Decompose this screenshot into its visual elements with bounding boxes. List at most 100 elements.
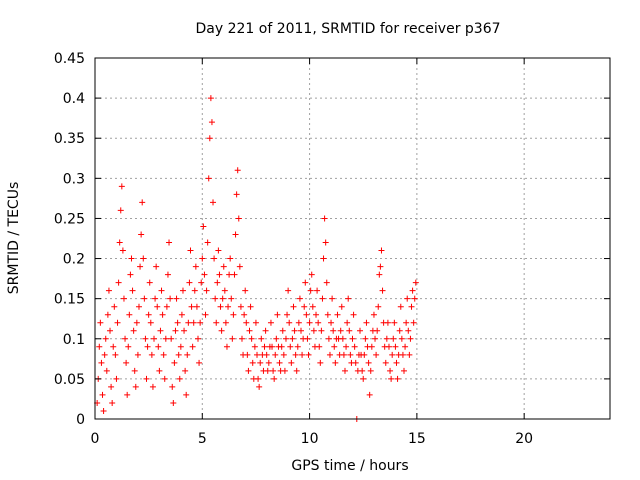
data-point xyxy=(343,343,350,350)
data-point xyxy=(157,327,164,334)
data-point xyxy=(339,335,346,342)
data-point xyxy=(375,303,382,310)
data-point xyxy=(270,367,277,374)
data-point xyxy=(338,303,345,310)
data-point xyxy=(143,375,150,382)
x-tick-label: 20 xyxy=(515,431,533,447)
data-point xyxy=(269,343,276,350)
data-point xyxy=(370,311,377,318)
data-point xyxy=(222,319,229,326)
data-point xyxy=(176,375,183,382)
data-point xyxy=(296,295,303,302)
data-point xyxy=(273,335,280,342)
data-point xyxy=(120,295,127,302)
data-point xyxy=(173,295,180,302)
data-point xyxy=(357,327,364,334)
data-point xyxy=(128,255,135,262)
plot-frame xyxy=(94,57,611,420)
data-point xyxy=(119,247,126,254)
data-point xyxy=(161,375,168,382)
data-point xyxy=(321,215,328,222)
data-point xyxy=(390,335,397,342)
data-point xyxy=(331,343,338,350)
data-point xyxy=(175,351,182,358)
data-point xyxy=(159,311,166,318)
data-point xyxy=(210,199,217,206)
data-point xyxy=(163,303,170,310)
data-point xyxy=(204,239,211,246)
data-point xyxy=(276,359,283,366)
data-point xyxy=(206,135,213,142)
data-point xyxy=(372,335,379,342)
data-point xyxy=(197,319,204,326)
data-point xyxy=(313,311,320,318)
data-point xyxy=(193,303,200,310)
data-point xyxy=(190,319,197,326)
data-point xyxy=(138,231,145,238)
data-point xyxy=(196,359,203,366)
data-point xyxy=(258,335,265,342)
data-point xyxy=(195,335,201,342)
data-point xyxy=(262,327,269,334)
data-point xyxy=(192,263,199,270)
data-point xyxy=(334,311,341,318)
data-point xyxy=(185,319,192,326)
data-point xyxy=(293,367,300,374)
data-point xyxy=(115,279,122,286)
data-point xyxy=(112,351,119,358)
data-point xyxy=(154,303,161,310)
data-point xyxy=(168,335,175,342)
data-point xyxy=(181,327,188,334)
data-point xyxy=(155,343,162,350)
data-point xyxy=(117,207,124,214)
y-tick-label: 0.1 xyxy=(63,332,85,348)
data-point xyxy=(214,279,221,286)
data-point xyxy=(389,351,396,358)
data-point xyxy=(103,367,110,374)
data-point xyxy=(205,175,212,182)
data-point xyxy=(200,223,207,230)
data-point xyxy=(340,351,347,358)
data-point xyxy=(344,319,351,326)
data-point xyxy=(384,319,391,326)
data-point xyxy=(316,343,323,350)
data-point xyxy=(407,335,414,342)
data-point xyxy=(332,359,339,366)
data-point xyxy=(111,303,118,310)
data-point xyxy=(140,255,147,262)
data-point xyxy=(177,343,184,350)
data-point xyxy=(236,263,243,270)
data-point xyxy=(304,335,311,342)
data-point xyxy=(406,351,413,358)
data-point xyxy=(326,351,333,358)
data-point xyxy=(337,327,344,334)
data-point xyxy=(351,343,358,350)
data-point xyxy=(113,375,120,382)
data-point xyxy=(226,271,233,278)
data-point xyxy=(367,367,374,374)
data-point xyxy=(244,351,251,358)
data-point xyxy=(366,391,373,398)
data-point xyxy=(135,303,142,310)
data-point xyxy=(237,303,244,310)
data-point xyxy=(378,247,385,254)
data-point xyxy=(100,407,107,414)
y-axis-label: SRMTID / TECUs xyxy=(6,182,22,295)
data-point xyxy=(201,271,208,278)
data-point xyxy=(393,359,400,366)
data-point xyxy=(158,287,165,294)
data-point xyxy=(207,95,214,102)
data-point xyxy=(299,351,306,358)
data-point xyxy=(230,311,237,318)
data-point xyxy=(132,383,139,390)
data-point xyxy=(285,287,292,294)
data-point xyxy=(379,287,386,294)
data-point xyxy=(374,327,381,334)
data-point xyxy=(286,319,293,326)
data-point xyxy=(220,263,227,270)
data-point xyxy=(235,215,242,222)
data-point xyxy=(247,303,254,310)
data-point xyxy=(208,119,215,126)
data-point xyxy=(151,335,158,342)
